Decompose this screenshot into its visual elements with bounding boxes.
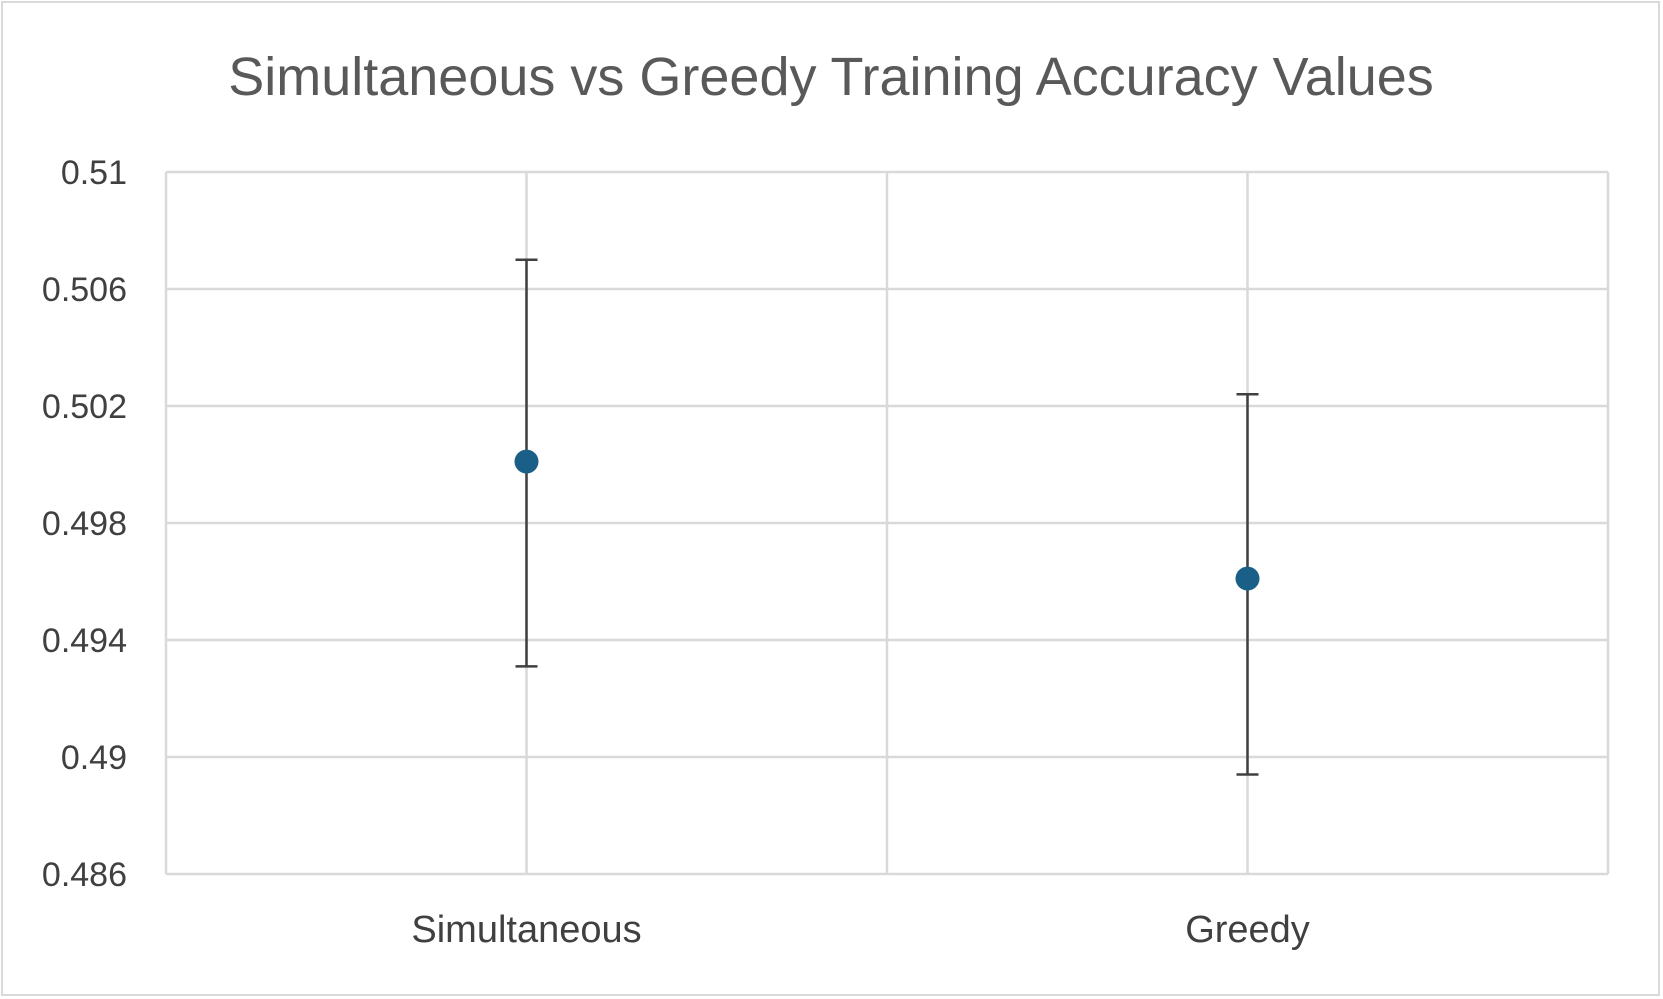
- x-tick-label: Greedy: [1185, 909, 1310, 951]
- x-axis-tick-labels: Simultaneous Greedy: [411, 909, 1309, 951]
- y-tick-label: 0.494: [42, 622, 127, 660]
- grid-layer: [164, 170, 1610, 876]
- y-tick-label: 0.51: [61, 154, 127, 192]
- data-point: [1235, 566, 1260, 591]
- data-points: [514, 449, 1260, 591]
- y-tick-label: 0.502: [42, 388, 127, 426]
- y-axis-tick-labels: 0.486 0.49 0.494 0.498 0.502 0.506 0.51: [42, 154, 127, 894]
- data-point: [514, 449, 539, 474]
- y-tick-label: 0.498: [42, 505, 127, 543]
- chart-title: Simultaneous vs Greedy Training Accuracy…: [228, 47, 1434, 107]
- y-tick-label: 0.506: [42, 271, 127, 309]
- x-tick-label: Simultaneous: [411, 909, 641, 951]
- y-tick-label: 0.49: [61, 739, 127, 777]
- y-tick-label: 0.486: [42, 856, 127, 894]
